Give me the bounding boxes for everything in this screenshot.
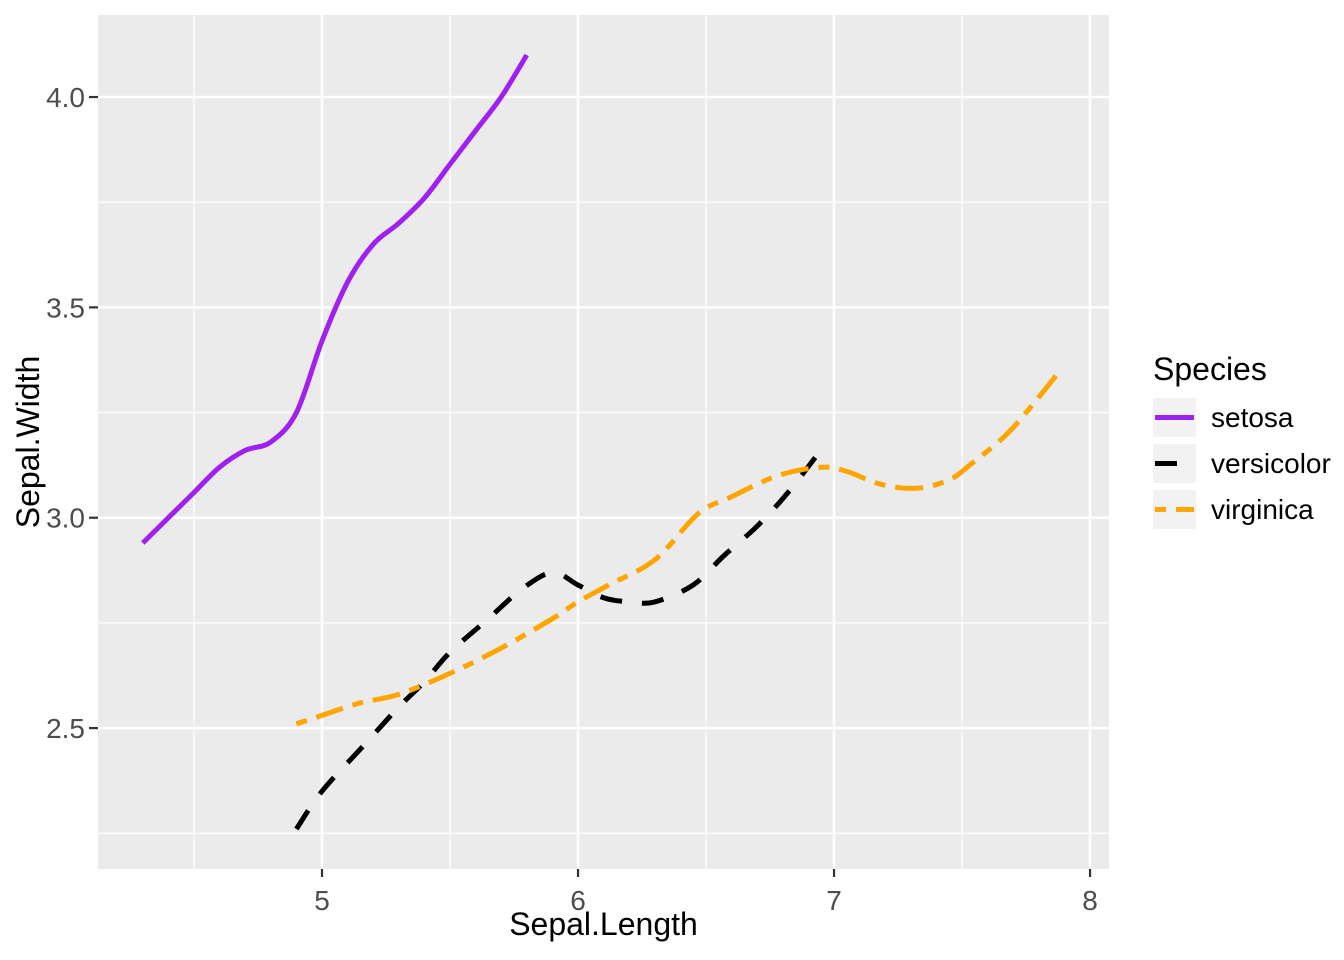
x-tick-label: 6 <box>570 885 586 916</box>
legend-key-line-icon <box>1155 461 1194 466</box>
legend-item-virginica: virginica <box>1153 490 1331 529</box>
legend-key-setosa <box>1153 398 1196 437</box>
y-tick-label: 3.0 <box>46 503 85 534</box>
legend-key-line-icon <box>1155 507 1194 512</box>
panel-background <box>98 15 1109 869</box>
legend-key-versicolor <box>1153 444 1196 483</box>
legend-title: Species <box>1153 351 1267 387</box>
y-tick-label: 2.5 <box>46 713 85 744</box>
legend-item-versicolor: versicolor <box>1153 444 1331 483</box>
y-tick-label: 3.5 <box>46 292 85 323</box>
legend: Species setosa versicolor virginica <box>1153 350 1331 536</box>
legend-key-line-icon <box>1155 415 1194 420</box>
legend-key-virginica <box>1153 490 1196 529</box>
y-tick-label: 4.0 <box>46 82 85 113</box>
x-tick-label: 5 <box>314 885 330 916</box>
smooth-line-virginica <box>295 373 1059 727</box>
legend-label: setosa <box>1211 401 1294 433</box>
legend-items: setosa versicolor virginica <box>1153 398 1331 529</box>
legend-item-setosa: setosa <box>1153 398 1331 437</box>
legend-label: versicolor <box>1211 447 1331 479</box>
smooth-line-setosa <box>141 53 529 545</box>
legend-label: virginica <box>1211 493 1314 525</box>
x-tick-label: 7 <box>826 885 842 916</box>
x-tick-label: 8 <box>1082 885 1098 916</box>
smooth-line-versicolor <box>294 444 826 831</box>
y-axis-title: Sepal.Width <box>10 355 46 529</box>
x-axis-title: Sepal.Length <box>509 906 698 942</box>
